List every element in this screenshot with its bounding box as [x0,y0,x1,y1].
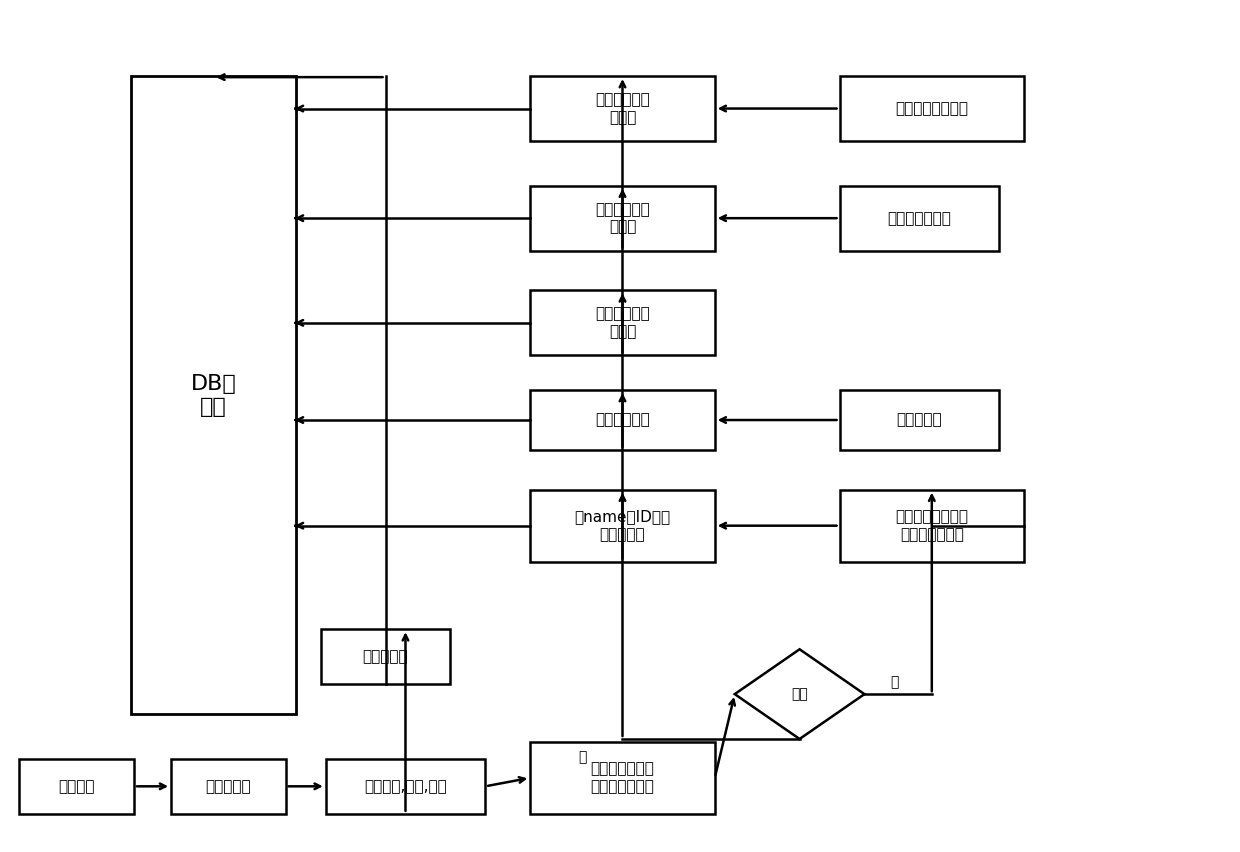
Text: 将name、ID写入
结构数据库: 将name、ID写入 结构数据库 [574,509,671,542]
Text: 通过匹配模型判
断是否需要导入: 通过匹配模型判 断是否需要导入 [590,762,655,794]
Text: 判定: 判定 [791,687,808,701]
Text: 构件关联属性
视图器: 构件关联属性 视图器 [595,92,650,124]
Bar [326,759,485,814]
Text: 模型加载,渲染,显示: 模型加载,渲染,显示 [365,779,446,794]
Bar [839,390,999,450]
Text: 构件扩展选择器: 构件扩展选择器 [888,210,951,226]
Bar [321,630,450,684]
Bar [131,76,295,714]
Bar [531,291,714,355]
Text: 是: 是 [578,750,587,764]
Bar [20,759,134,814]
Text: 文件服务器: 文件服务器 [363,649,408,665]
Bar [531,186,714,250]
Text: 轻量化处理: 轻量化处理 [206,779,252,794]
Bar [531,390,714,450]
Text: 构件扩展属性
视图器: 构件扩展属性 视图器 [595,202,650,234]
Polygon shape [735,649,864,739]
Text: DB服
务器: DB服 务器 [191,373,237,417]
Bar [531,742,714,814]
Text: 通过共用接口共享: 通过共用接口共享 [895,101,968,116]
Text: 模型类型: 模型类型 [58,779,95,794]
Bar [839,76,1024,141]
Text: 构件选择器: 构件选择器 [897,412,942,428]
Bar [531,76,714,141]
Bar [839,490,1024,561]
Bar [171,759,285,814]
Bar [839,186,999,250]
Text: 否: 否 [890,675,899,689]
Text: 构件分组视图: 构件分组视图 [595,412,650,428]
Text: 构件基本属性
视图器: 构件基本属性 视图器 [595,307,650,339]
Bar [531,490,714,561]
Text: 识别并显示新增、
删除的构件清单: 识别并显示新增、 删除的构件清单 [895,509,968,542]
